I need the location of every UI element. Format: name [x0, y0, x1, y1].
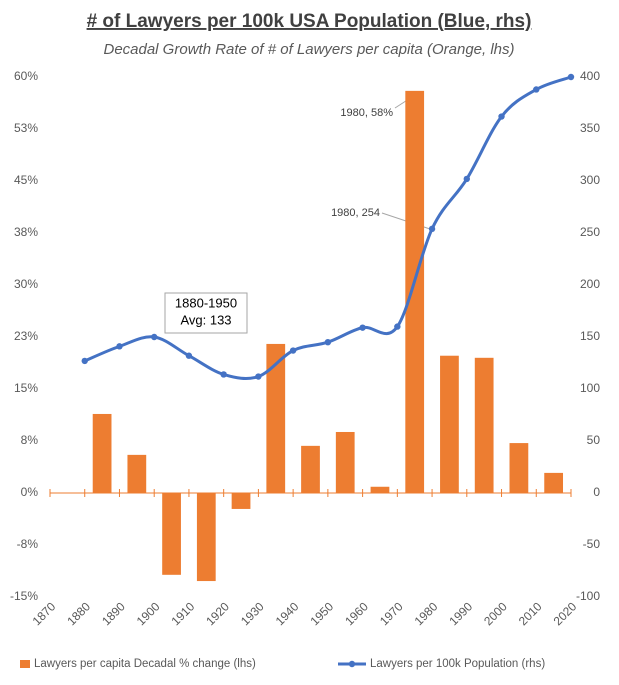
y-tick-label: -15% [10, 589, 38, 603]
y-tick-label: 0% [21, 485, 39, 499]
line-point [81, 357, 88, 365]
x-tick-label: 1990 [446, 599, 475, 628]
annotation: 1980, 58% [340, 107, 393, 119]
legend-swatch [20, 660, 30, 668]
y-tick-label: 60% [14, 69, 38, 83]
bar [405, 90, 425, 493]
bar [92, 413, 112, 493]
line-point [567, 73, 575, 81]
x-tick-label: 1930 [238, 599, 267, 628]
bar [474, 357, 494, 493]
line-point [255, 373, 262, 380]
bar [509, 443, 529, 493]
y2-tick-label: -100 [576, 589, 600, 603]
y2-tick-label: 0 [593, 485, 600, 499]
x-tick-label: 1940 [273, 599, 302, 628]
legend-swatch [348, 660, 356, 668]
line-point [289, 347, 297, 354]
bar [544, 472, 564, 493]
annotation-box [164, 292, 248, 334]
y-tick-label: 23% [14, 329, 38, 343]
y-tick-label: 8% [21, 433, 39, 447]
x-tick-label: 2000 [481, 599, 510, 628]
x-tick-label: 1970 [377, 599, 406, 628]
bar [162, 493, 181, 575]
y2-tick-label: 350 [580, 121, 600, 135]
chart-title: # of Lawyers per 100k USA Population (Bl… [87, 11, 532, 32]
line-point [220, 371, 227, 378]
y-tick-label: 38% [14, 225, 38, 239]
x-tick-label: 1950 [307, 599, 336, 628]
bar [266, 343, 286, 493]
y2-tick-label: 400 [580, 69, 600, 83]
line-point [463, 175, 470, 183]
legend-label: Lawyers per 100k Population (rhs) [370, 658, 545, 670]
y2-tick-label: 100 [580, 381, 600, 395]
x-tick-label: 1870 [30, 599, 59, 628]
annotation: 1880-1950 [175, 295, 237, 310]
bar [231, 493, 251, 509]
legend-label: Lawyers per capita Decadal % change (lhs… [34, 658, 256, 670]
line-point [151, 333, 158, 341]
line-point [498, 113, 505, 120]
y2-tick-label: 50 [587, 433, 601, 447]
y2-tick-label: 300 [580, 173, 600, 187]
annotation: Avg: 133 [180, 312, 231, 327]
x-tick-label: 1910 [169, 599, 198, 628]
y-tick-label: 30% [14, 277, 38, 291]
line-point [359, 324, 366, 331]
x-tick-label: 1890 [99, 599, 128, 628]
line-point [533, 86, 540, 93]
bar [301, 445, 320, 493]
y-tick-label: -8% [17, 537, 39, 551]
line-point [185, 352, 193, 359]
bar [127, 454, 147, 493]
x-tick-label: 1920 [203, 599, 232, 628]
line-point [116, 343, 123, 350]
bar [440, 355, 459, 493]
x-tick-label: 2020 [551, 599, 580, 628]
x-tick-label: 1880 [64, 599, 93, 628]
line-point [394, 323, 401, 330]
line [84, 75, 572, 381]
y-tick-label: 15% [14, 381, 38, 395]
bar [370, 486, 390, 493]
x-tick-label: 1900 [134, 599, 163, 628]
y2-tick-label: 150 [580, 329, 600, 343]
x-tick-label: 2010 [516, 599, 545, 628]
y2-tick-label: 250 [580, 225, 600, 239]
x-tick-label: 1980 [412, 599, 441, 628]
y-tick-label: 45% [14, 173, 38, 187]
y-tick-label: 53% [14, 121, 38, 135]
chart-subtitle: Decadal Growth Rate of # of Lawyers per … [103, 41, 514, 58]
annotation: 1980, 254 [331, 207, 380, 219]
y2-tick-label: -50 [583, 537, 601, 551]
y2-tick-label: 200 [580, 277, 600, 291]
line-point [428, 225, 436, 233]
bar [196, 493, 216, 582]
line-point [324, 339, 332, 346]
bar [335, 431, 355, 493]
x-tick-label: 1960 [342, 599, 371, 628]
